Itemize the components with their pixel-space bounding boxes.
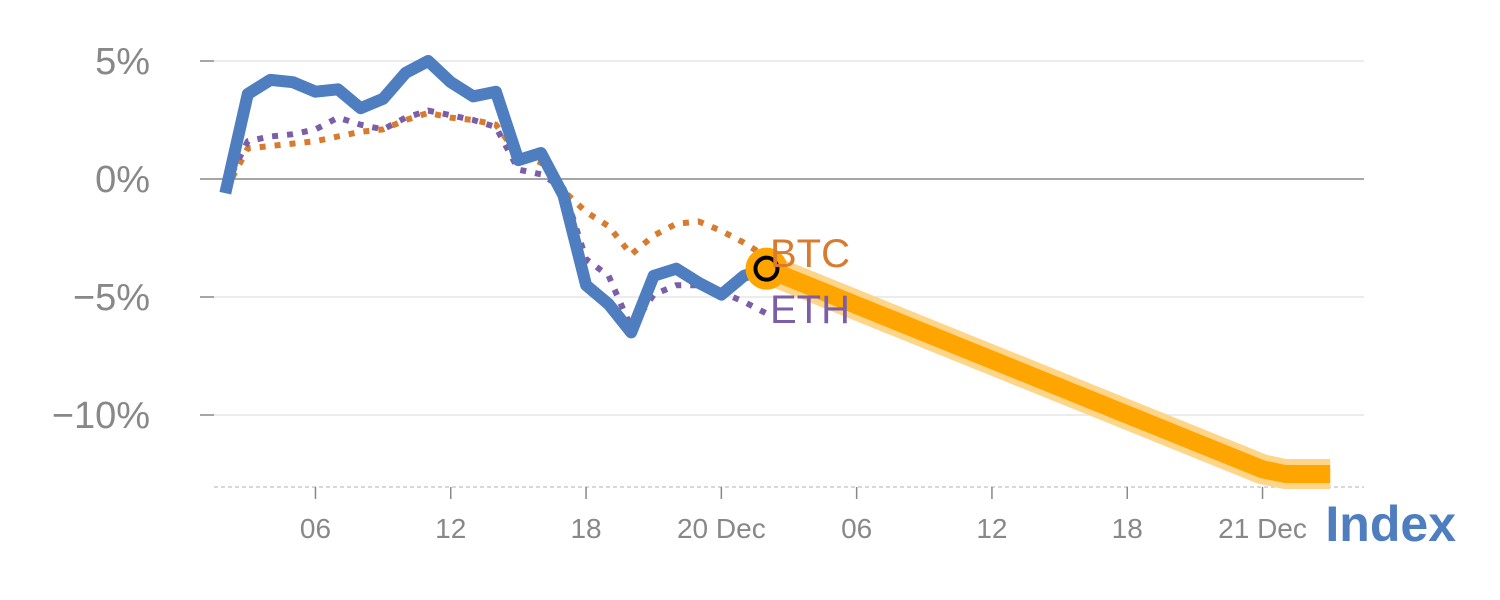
x-tick-label: 12 <box>435 513 466 544</box>
current-marker <box>745 247 788 290</box>
marker-ring <box>753 255 780 282</box>
x-tick-label: 20 Dec <box>677 513 766 544</box>
y-axis: 5% 0% −5% −10% <box>52 41 150 437</box>
marker-halo <box>745 247 788 290</box>
x-tick-label: 12 <box>976 513 1007 544</box>
index-label[interactable]: Index <box>1325 496 1456 552</box>
index-series-line <box>219 55 769 339</box>
y-tick-label: 0% <box>95 159 150 201</box>
x-tick-label: 06 <box>300 513 331 544</box>
btc-series-line <box>222 109 769 260</box>
grid-lines <box>200 60 1364 488</box>
eth-label: ETH <box>770 288 850 332</box>
series-labels: BTC ETH Index <box>770 232 1456 552</box>
btc-label: BTC <box>770 232 850 276</box>
eth-series-line <box>222 107 768 331</box>
x-tick-label: 18 <box>570 513 601 544</box>
series-lines <box>219 55 769 339</box>
x-tick-label: 21 Dec <box>1218 513 1307 544</box>
y-tick-label: −5% <box>73 277 150 319</box>
forecast-band-line <box>763 260 1331 483</box>
x-tick-label: 18 <box>1112 513 1143 544</box>
x-tick-label: 06 <box>841 513 872 544</box>
forecast-band <box>760 254 1331 489</box>
y-tick-label: −10% <box>52 395 150 437</box>
y-tick-label: 5% <box>95 41 150 83</box>
x-axis: 06 12 18 20 Dec 06 12 18 21 Dec <box>300 487 1307 544</box>
